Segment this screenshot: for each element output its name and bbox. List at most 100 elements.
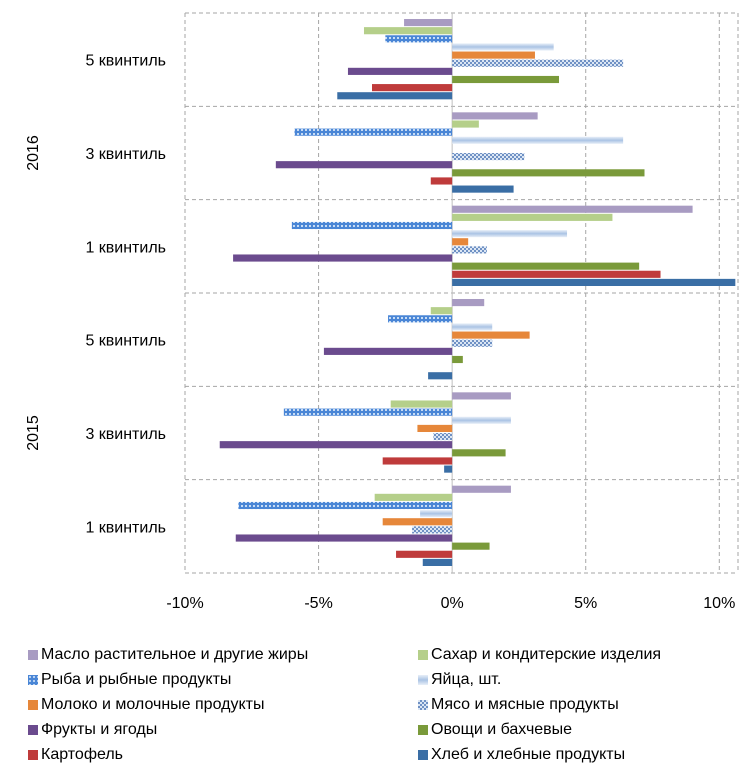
bar-6 <box>452 153 525 161</box>
bar-8 <box>452 449 506 457</box>
legend-label: Сахар и кондитерские изделия <box>431 645 662 663</box>
legend-row: Масло растительное и другие жиры Сахар и … <box>28 642 742 667</box>
bar-5 <box>452 238 469 246</box>
legend-item: Картофель <box>28 746 418 764</box>
grid <box>184 12 739 574</box>
bars <box>219 19 736 566</box>
bar-7 <box>275 161 453 169</box>
legend-label: Картофель <box>41 745 124 763</box>
bar-9 <box>396 550 453 558</box>
category-label: 1 квинтиль <box>85 519 166 536</box>
bar-3 <box>388 315 453 323</box>
bar-2 <box>452 120 479 128</box>
legend-swatch <box>418 674 428 685</box>
bar-1 <box>452 299 485 307</box>
bar-5 <box>417 424 453 432</box>
bar-7 <box>347 67 453 75</box>
bar-7 <box>233 254 453 262</box>
bar-3 <box>238 501 453 510</box>
legend-label: Овощи и бахчевые <box>431 720 573 738</box>
bar-9 <box>372 84 453 92</box>
x-tick-label: 10% <box>703 595 735 612</box>
bar-10 <box>452 278 736 286</box>
legend-swatch <box>418 699 428 710</box>
bar-4 <box>452 136 624 144</box>
bar-2 <box>363 27 453 35</box>
bar-8 <box>452 262 640 270</box>
legend-item: Фрукты и ягоды <box>28 721 418 739</box>
bar-7 <box>235 534 453 542</box>
legend-row: Рыба и рыбные продукты Яйца, шт. <box>28 667 742 692</box>
legend-label: Мясо и мясные продукты <box>431 695 619 713</box>
legend-label: Яйца, шт. <box>431 670 502 688</box>
legend-label: Хлеб и хлебные продукты <box>431 745 626 763</box>
year-label: 2016 <box>25 135 42 171</box>
legend-row: Картофель Хлеб и хлебные продукты <box>28 742 742 767</box>
legend-row: Молоко и молочные продукты Мясо и мясные … <box>28 692 742 717</box>
bar-4 <box>452 230 568 238</box>
bar-8 <box>452 542 490 550</box>
bar-4 <box>452 323 493 331</box>
bar-1 <box>404 19 453 27</box>
x-tick-label: -10% <box>166 595 203 612</box>
bar-1 <box>452 485 511 493</box>
bar-6 <box>452 339 493 347</box>
legend-item: Овощи и бахчевые <box>418 721 738 739</box>
bar-4 <box>452 416 511 424</box>
legend-swatch <box>418 649 428 660</box>
bar-8 <box>452 355 463 364</box>
bar-4 <box>452 43 554 51</box>
bar-6 <box>452 59 624 67</box>
bar-6 <box>412 526 453 534</box>
legend-item: Молоко и молочные продукты <box>28 696 418 714</box>
bar-5 <box>452 51 535 59</box>
legend-swatch <box>28 649 38 660</box>
bar-8 <box>452 75 560 84</box>
legend-swatch <box>418 724 428 735</box>
legend-item: Масло растительное и другие жиры <box>28 646 418 664</box>
category-label: 1 квинтиль <box>85 239 166 256</box>
bar-10 <box>444 465 453 473</box>
bar-7 <box>323 347 453 355</box>
bar-2 <box>452 213 613 221</box>
bar-1 <box>452 392 511 400</box>
bar-10 <box>337 92 453 100</box>
legend-item: Мясо и мясные продукты <box>418 696 738 714</box>
category-label: 3 квинтиль <box>85 146 166 163</box>
legend-label: Масло растительное и другие жиры <box>41 645 309 663</box>
legend-item: Хлеб и хлебные продукты <box>418 746 738 764</box>
year-label: 2015 <box>25 415 42 451</box>
bar-10 <box>422 558 453 566</box>
bar-6 <box>433 433 453 441</box>
bar-10 <box>452 185 514 193</box>
bar-4 <box>420 510 453 518</box>
legend-item: Рыба и рыбные продукты <box>28 671 418 689</box>
legend-row: Фрукты и ягоды Овощи и бахчевые <box>28 717 742 742</box>
bar-10 <box>428 372 453 380</box>
category-label: 3 квинтиль <box>85 426 166 443</box>
legend-item: Яйца, шт. <box>418 671 738 689</box>
legend-label: Рыба и рыбные продукты <box>41 670 232 688</box>
bar-3 <box>294 128 453 136</box>
bar-6 <box>452 246 487 254</box>
legend-swatch <box>28 749 38 760</box>
category-label: 5 квинтиль <box>85 53 166 70</box>
category-label: 5 квинтиль <box>85 333 166 350</box>
labels: 5 квинтиль 3 квинтиль 1 квинтиль 5 квинтиль… <box>25 53 735 612</box>
bar-3 <box>283 408 453 416</box>
bar-9 <box>452 270 661 278</box>
bar-8 <box>452 169 645 177</box>
bar-5 <box>382 518 453 526</box>
bar-1 <box>452 112 538 120</box>
bar-7 <box>219 441 453 449</box>
legend-label: Фрукты и ягоды <box>41 720 158 738</box>
legend-swatch <box>418 749 428 760</box>
legend-swatch <box>28 699 38 710</box>
bar-2 <box>390 400 453 408</box>
legend-swatch <box>28 674 38 685</box>
legend: Масло растительное и другие жиры Сахар и … <box>28 642 742 767</box>
bar-1 <box>452 205 693 213</box>
x-tick-label: 5% <box>574 595 597 612</box>
bar-5 <box>452 331 530 339</box>
